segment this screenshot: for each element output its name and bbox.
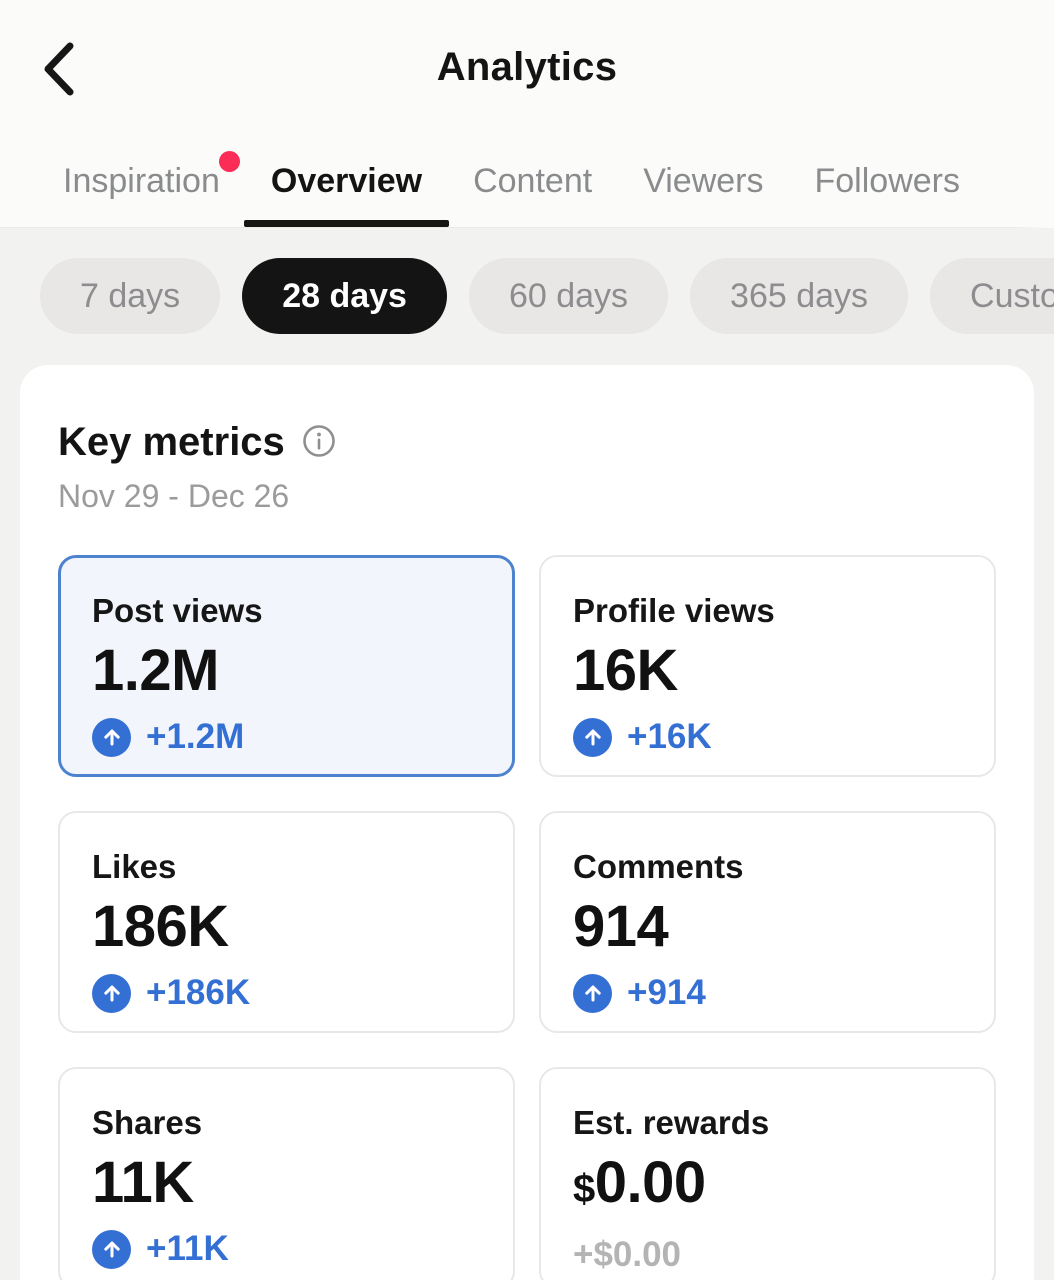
key-metrics-panel: Key metrics Nov 29 - Dec 26 Post views 1… xyxy=(20,365,1034,1280)
date-range-selector: 7 days 28 days 60 days 365 days Custom xyxy=(0,228,1054,334)
metric-value-number: 0.00 xyxy=(594,1150,706,1215)
metric-change: +16K xyxy=(627,717,712,756)
tab-label: Overview xyxy=(270,161,423,200)
metric-change-row: +11K xyxy=(92,1229,481,1269)
metric-label: Post views xyxy=(92,592,263,629)
tabbar-edge-fade xyxy=(1008,135,1054,228)
metric-value: 1.2M xyxy=(92,638,219,703)
metric-label: Shares xyxy=(92,1104,203,1141)
arrow-up-circle-icon xyxy=(92,717,131,757)
tab-content[interactable]: Content xyxy=(473,135,592,227)
metric-value: 11K xyxy=(92,1150,194,1215)
tab-label: Content xyxy=(473,161,593,200)
metric-value: $0.00 xyxy=(573,1151,962,1221)
header: Analytics xyxy=(0,0,1054,135)
metric-value: 914 xyxy=(573,894,669,959)
section-title: Key metrics xyxy=(58,420,285,464)
metric-label: Comments xyxy=(573,848,744,885)
metric-change-row: +16K xyxy=(573,717,962,757)
metric-value: 186K xyxy=(92,894,229,959)
metric-change-row: +186K xyxy=(92,973,481,1013)
notification-dot xyxy=(218,151,240,172)
metric-change: +186K xyxy=(146,973,251,1012)
metric-value: 16K xyxy=(573,638,678,703)
range-pill-60-days[interactable]: 60 days xyxy=(468,258,669,334)
active-tab-underline xyxy=(243,220,450,227)
metric-label: Est. rewards xyxy=(573,1104,770,1141)
metric-card-profile-views[interactable]: Profile views 16K +16K xyxy=(539,555,996,777)
metric-change-row: +914 xyxy=(573,973,962,1013)
metric-change-row: +$0.00 xyxy=(573,1235,962,1275)
range-pill-28-days[interactable]: 28 days xyxy=(242,258,447,334)
metric-change-row: +1.2M xyxy=(92,717,481,757)
metric-card-likes[interactable]: Likes 186K +186K xyxy=(58,811,515,1033)
metric-change: +11K xyxy=(146,1229,229,1268)
date-range-label: Nov 29 - Dec 26 xyxy=(58,478,290,514)
tab-bar: Inspiration Overview Content Viewers Fol… xyxy=(0,135,1054,228)
arrow-up-circle-icon xyxy=(92,1229,131,1269)
currency-prefix: $ xyxy=(573,1167,595,1211)
metric-change: +914 xyxy=(627,973,706,1012)
metric-card-post-views[interactable]: Post views 1.2M +1.2M xyxy=(58,555,515,777)
metric-card-comments[interactable]: Comments 914 +914 xyxy=(539,811,996,1033)
tab-label: Viewers xyxy=(643,161,764,200)
tab-viewers[interactable]: Viewers xyxy=(643,135,763,227)
back-button[interactable] xyxy=(38,42,86,98)
page-title: Analytics xyxy=(436,45,618,89)
info-button[interactable] xyxy=(301,424,337,460)
metric-label: Profile views xyxy=(573,592,775,629)
tab-label: Followers xyxy=(814,161,960,200)
metric-card-shares[interactable]: Shares 11K +11K xyxy=(58,1067,515,1280)
metric-card-est-rewards[interactable]: Est. rewards $0.00 +$0.00 xyxy=(539,1067,996,1280)
tab-followers[interactable]: Followers xyxy=(815,135,960,227)
metric-change: +1.2M xyxy=(146,717,245,756)
range-pill-7-days[interactable]: 7 days xyxy=(40,258,221,334)
arrow-up-circle-icon xyxy=(92,973,131,1013)
arrow-up-circle-icon xyxy=(573,973,612,1013)
tab-overview[interactable]: Overview xyxy=(243,135,450,227)
tab-inspiration[interactable]: Inspiration xyxy=(63,135,240,227)
metric-label: Likes xyxy=(92,848,177,885)
panel-title-row: Key metrics xyxy=(58,417,996,467)
chevron-left-icon xyxy=(38,41,78,100)
arrow-up-circle-icon xyxy=(573,717,612,757)
metrics-grid: Post views 1.2M +1.2M Profile views 16K xyxy=(58,555,996,1280)
range-pill-365-days[interactable]: 365 days xyxy=(690,258,909,334)
range-pill-custom[interactable]: Custom xyxy=(930,258,1054,334)
info-circle-icon xyxy=(302,424,336,461)
metric-change: +$0.00 xyxy=(573,1235,682,1274)
tab-label: Inspiration xyxy=(63,161,220,200)
